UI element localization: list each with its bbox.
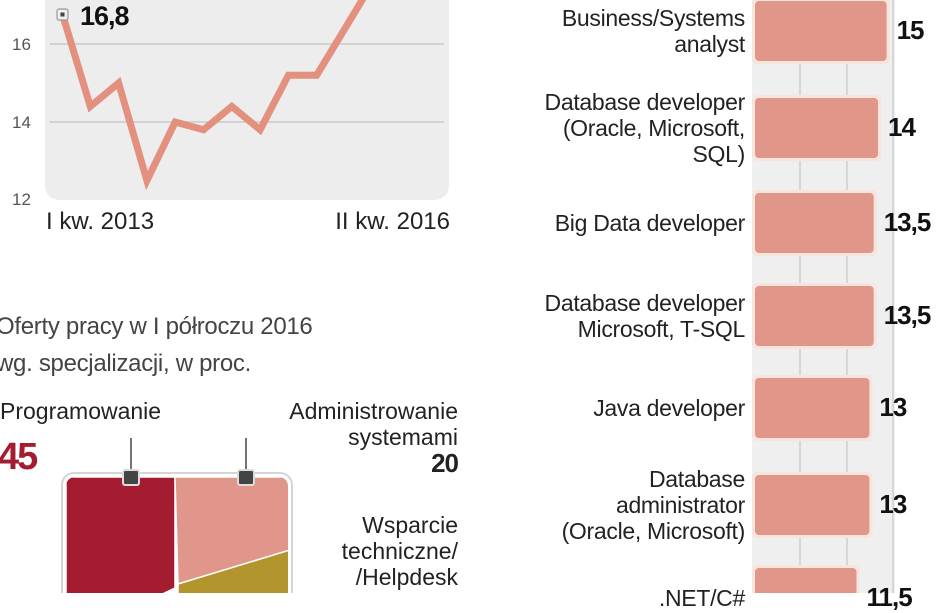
bar (755, 475, 869, 535)
bar (755, 98, 878, 158)
label-line: Database developer (545, 290, 745, 316)
bar-category-label: .NET/C# (659, 585, 745, 611)
bar-value-label: 15 (897, 15, 924, 46)
bar (755, 1, 887, 61)
bar (755, 193, 874, 253)
label-line: Big Data developer (555, 210, 745, 236)
bar-category-label: Java developer (593, 395, 745, 421)
bar (755, 568, 857, 593)
bar-value-label: 14 (888, 112, 915, 143)
label-line: (Oracle, Microsoft) (562, 518, 745, 544)
bar-value-label: 13,5 (884, 300, 931, 331)
bar-value-label: 11,5 (867, 582, 912, 613)
label-line: SQL) (545, 141, 745, 167)
label-line: .NET/C# (659, 585, 745, 611)
bar (755, 378, 869, 438)
bar-value-label: 13 (879, 392, 906, 423)
bar (755, 286, 874, 346)
label-line: Database developer (545, 89, 745, 115)
bar-category-label: Big Data developer (555, 210, 745, 236)
label-line: (Oracle, Microsoft, (545, 115, 745, 141)
label-line: Java developer (593, 395, 745, 421)
bar-value-label: 13 (879, 489, 906, 520)
bar-chart (0, 0, 948, 593)
label-line: Database (562, 466, 745, 492)
bar-value-label: 13,5 (884, 207, 931, 238)
bar-category-label: Database developer(Oracle, Microsoft,SQL… (545, 89, 745, 167)
label-line: analyst (562, 31, 745, 57)
label-line: Business/Systems (562, 5, 745, 31)
label-line: Microsoft, T-SQL (545, 316, 745, 342)
label-line: administrator (562, 492, 745, 518)
